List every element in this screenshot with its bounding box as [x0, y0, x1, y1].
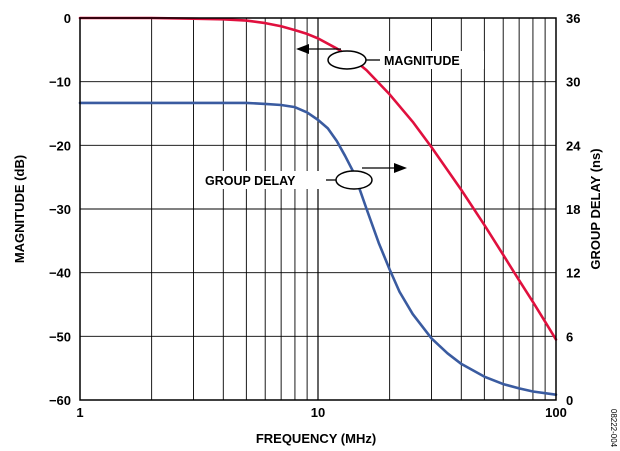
- right-tick-labels: 36 30 24 18 12 6 0: [566, 11, 581, 408]
- y2-tick-label: 12: [566, 266, 580, 281]
- magnitude-callout-ellipse: [327, 50, 367, 70]
- magnitude-label-bg: [380, 51, 484, 69]
- y-tick-label: −60: [49, 393, 71, 408]
- figure-id: 08222-004: [609, 409, 618, 448]
- magnitude-arrow-head: [296, 44, 309, 54]
- y2-tick-label: 24: [566, 138, 581, 153]
- y2-tick-label: 6: [566, 329, 573, 344]
- y2-tick-label: 36: [566, 11, 580, 26]
- y-tick-label: −50: [49, 329, 71, 344]
- y-tick-label: −30: [49, 202, 71, 217]
- magnitude-label: MAGNITUDE: [384, 54, 460, 68]
- y2-tick-label: 0: [566, 393, 573, 408]
- magnitude-annotation: MAGNITUDE: [296, 44, 484, 70]
- group-delay-arrow-head: [394, 163, 407, 173]
- y2-axis-title: GROUP DELAY (ns): [588, 148, 603, 269]
- grid-lines: [80, 18, 556, 400]
- y-tick-label: 0: [64, 11, 71, 26]
- x-axis-title: FREQUENCY (MHz): [256, 431, 376, 446]
- x-tick-label: 1: [76, 405, 83, 420]
- group-delay-callout-ellipse: [335, 170, 373, 190]
- x-tick-label: 100: [545, 405, 567, 420]
- plot-border: [79, 17, 557, 401]
- group-delay-label: GROUP DELAY: [205, 174, 296, 188]
- y2-tick-label: 18: [566, 202, 580, 217]
- y-tick-label: −10: [49, 75, 71, 90]
- group-delay-annotation: GROUP DELAY: [202, 163, 407, 190]
- y2-tick-label: 30: [566, 75, 580, 90]
- y-axis-title: MAGNITUDE (dB): [12, 155, 27, 263]
- group-delay-label-bg: [202, 171, 328, 189]
- y-tick-label: −40: [49, 266, 71, 281]
- y-tick-label: −20: [49, 138, 71, 153]
- left-tick-labels: 0 −10 −20 −30 −40 −50 −60: [49, 11, 71, 408]
- x-tick-label: 10: [311, 405, 325, 420]
- bottom-tick-labels: 1 10 100: [76, 405, 566, 420]
